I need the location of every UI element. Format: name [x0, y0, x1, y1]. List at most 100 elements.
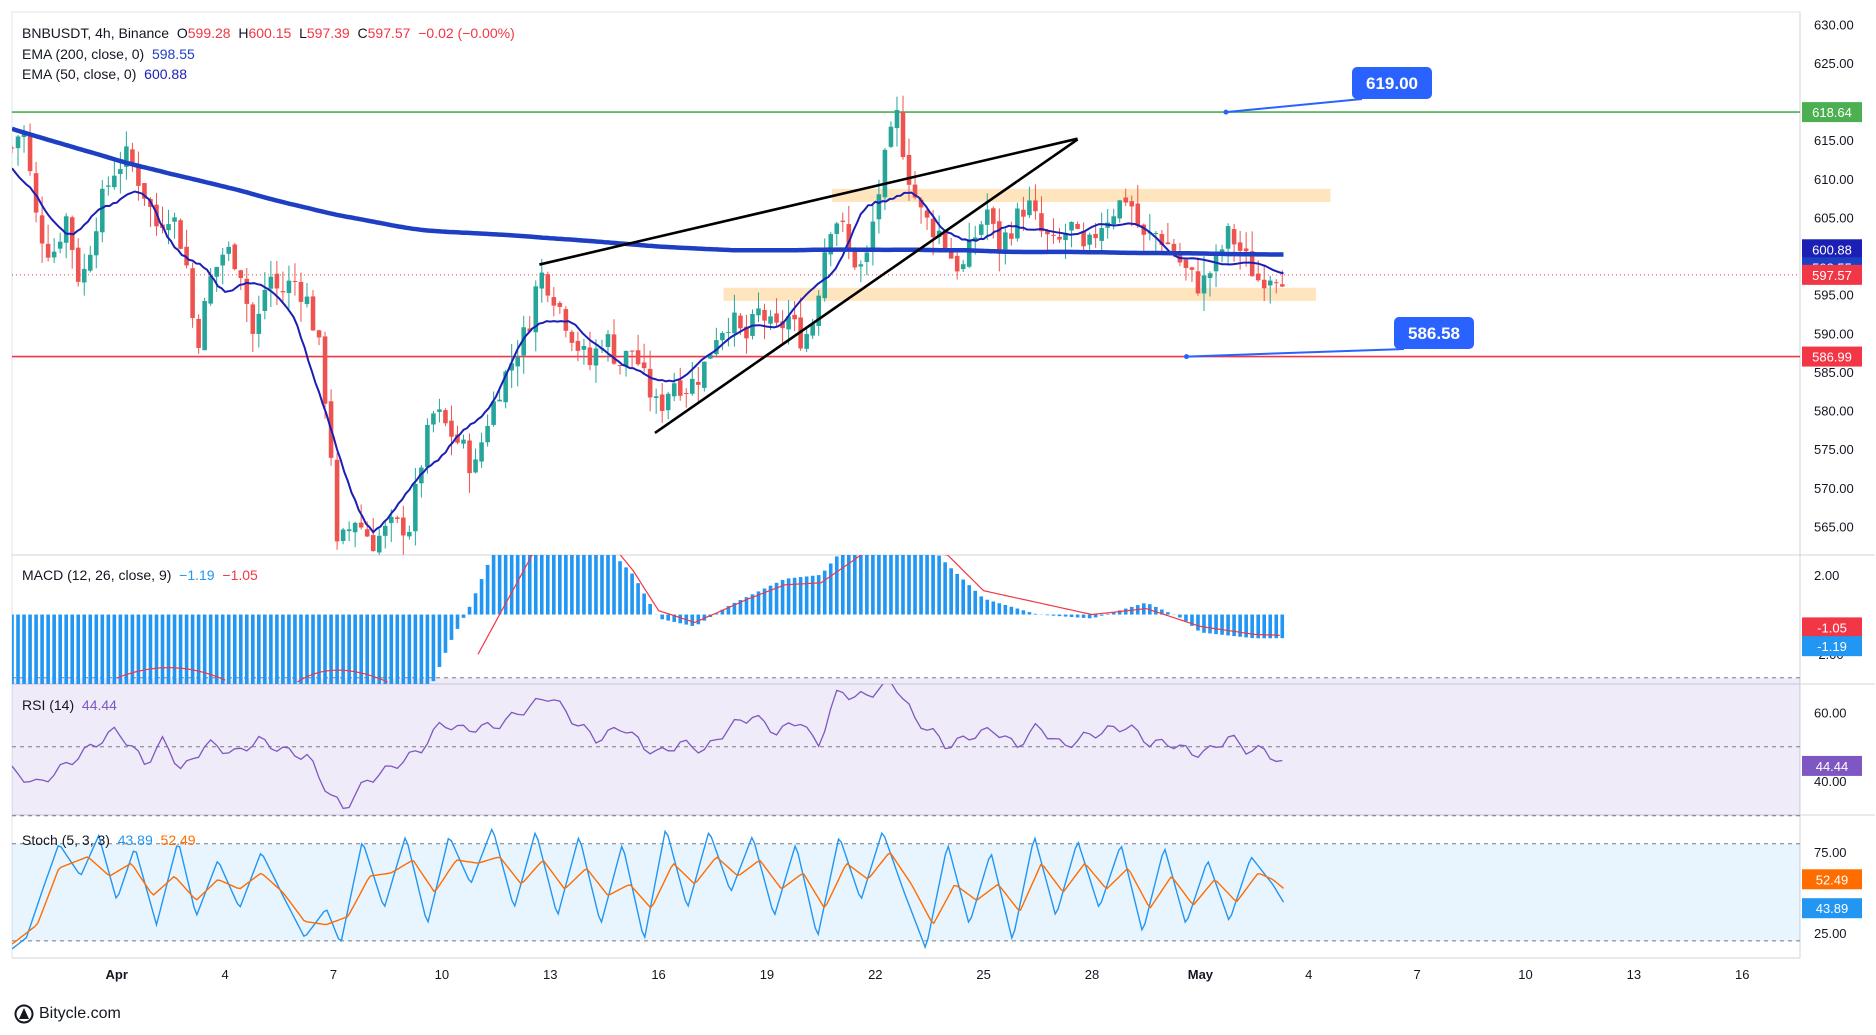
macd-histogram-bar [359, 614, 363, 684]
macd-histogram-bar [822, 570, 827, 615]
candle-body [1189, 267, 1195, 270]
candle-body [202, 301, 207, 351]
candle-body [1273, 282, 1279, 284]
macd-histogram-bar [395, 614, 400, 684]
candle-body [1099, 228, 1104, 241]
macd-histogram-bar [455, 614, 460, 629]
price-badge-label: 597.57 [1812, 268, 1852, 283]
candle-body [1129, 201, 1135, 207]
stoch-d-badge-label: 52.49 [1816, 872, 1849, 887]
candle-body [45, 243, 51, 258]
macd-histogram-bar [160, 614, 165, 684]
candle-body [539, 272, 545, 289]
candle-body [93, 231, 99, 256]
footer-brand[interactable]: Bitycle.com [14, 1004, 121, 1024]
candle-body [292, 280, 298, 282]
candle-body [557, 302, 563, 307]
macd-histogram-bar [497, 555, 502, 615]
macd-histogram-bar [70, 614, 75, 684]
macd-histogram-bar [804, 576, 809, 615]
macd-histogram-bar [401, 614, 406, 684]
rsi-pane [12, 684, 1283, 810]
macd-histogram-bar [136, 614, 141, 684]
candle-body [1051, 234, 1056, 236]
macd-histogram-bar [263, 614, 267, 684]
candle-body [268, 276, 274, 289]
candle-body [250, 304, 256, 334]
candle-body [280, 291, 286, 293]
candle-body [635, 350, 641, 365]
price-tick-label: 575.00 [1814, 442, 1854, 457]
candle-body [840, 220, 846, 222]
candle-body [870, 221, 876, 251]
macd-histogram-bar [148, 614, 153, 684]
macd-histogram-bar [1196, 614, 1200, 631]
macd-histogram-bar [533, 555, 538, 615]
candle-body [1237, 242, 1243, 251]
macd-histogram-bar [792, 577, 797, 615]
candle-body [521, 327, 527, 356]
macd-histogram-bar [696, 614, 701, 625]
macd-histogram-bar [1166, 612, 1170, 615]
price-badge [1802, 239, 1862, 260]
wedge-upper [539, 137, 1078, 266]
macd-histogram-bar [1003, 605, 1008, 615]
stoch-legend: Stoch (5, 3, 3) 43.89 52.49 [22, 831, 196, 849]
macd-histogram-bar [955, 573, 959, 615]
macd-histogram-bar [16, 614, 20, 684]
macd-histogram-bar [1081, 614, 1086, 618]
candle-body [846, 224, 852, 249]
macd-histogram-bar [371, 614, 376, 684]
candle-body [118, 169, 123, 175]
price-tick-label: 625.00 [1814, 56, 1854, 71]
candle-body [87, 254, 93, 271]
macd-histogram-bar [666, 614, 671, 621]
macd-histogram-bar [883, 555, 887, 615]
rsi-badge [1802, 755, 1862, 776]
candle-body [1003, 232, 1008, 250]
macd-histogram-bar [847, 555, 851, 615]
macd-histogram-bar [949, 568, 953, 615]
price-tick-label: 630.00 [1814, 17, 1854, 32]
candle-body [100, 188, 105, 233]
macd-histogram-bar [12, 614, 14, 684]
price-tick-label: 585.00 [1814, 365, 1854, 380]
macd-histogram-bar [40, 614, 44, 684]
macd-histogram-bar [834, 556, 839, 615]
macd-histogram-bar [184, 614, 189, 684]
rsi-badge-label: 44.44 [1816, 759, 1849, 774]
macd-histogram-bar [323, 614, 327, 684]
candle-body [364, 529, 370, 537]
macd-histogram-bar [1117, 610, 1122, 615]
time-tick-label: 4 [221, 967, 228, 982]
candle-body [882, 149, 888, 198]
macd-histogram-bar [299, 614, 303, 684]
macd-histogram-bar [810, 575, 815, 615]
macd-histogram-bar [828, 563, 833, 615]
candle-body [581, 345, 587, 350]
macd-histogram-bar [937, 555, 941, 615]
macd-histogram-bar [1045, 614, 1050, 616]
candle-body [629, 350, 635, 352]
macd-histogram-bar [1280, 614, 1285, 639]
candle-body [479, 442, 484, 462]
macd-histogram-bar [226, 614, 231, 684]
macd-histogram-bar [1244, 614, 1248, 638]
macd-histogram-bar [570, 555, 574, 615]
time-tick-label: 28 [1085, 967, 1099, 982]
macd-histogram-bar [82, 614, 87, 684]
candle-body [1171, 243, 1177, 255]
macd-histogram-bar [780, 579, 785, 615]
macd-pane [12, 555, 1285, 684]
candle-body [912, 184, 918, 198]
rsi-value: 44.44 [81, 697, 117, 713]
candle-body [33, 173, 39, 213]
macd-histogram-bar [1105, 613, 1110, 615]
stoch-pane [12, 827, 1285, 950]
macd-histogram-bar [34, 614, 38, 684]
time-tick-label: Apr [106, 967, 128, 982]
macd-histogram-bar [738, 600, 743, 615]
macd-histogram-bar [1075, 614, 1080, 618]
candle-body [1093, 233, 1098, 239]
